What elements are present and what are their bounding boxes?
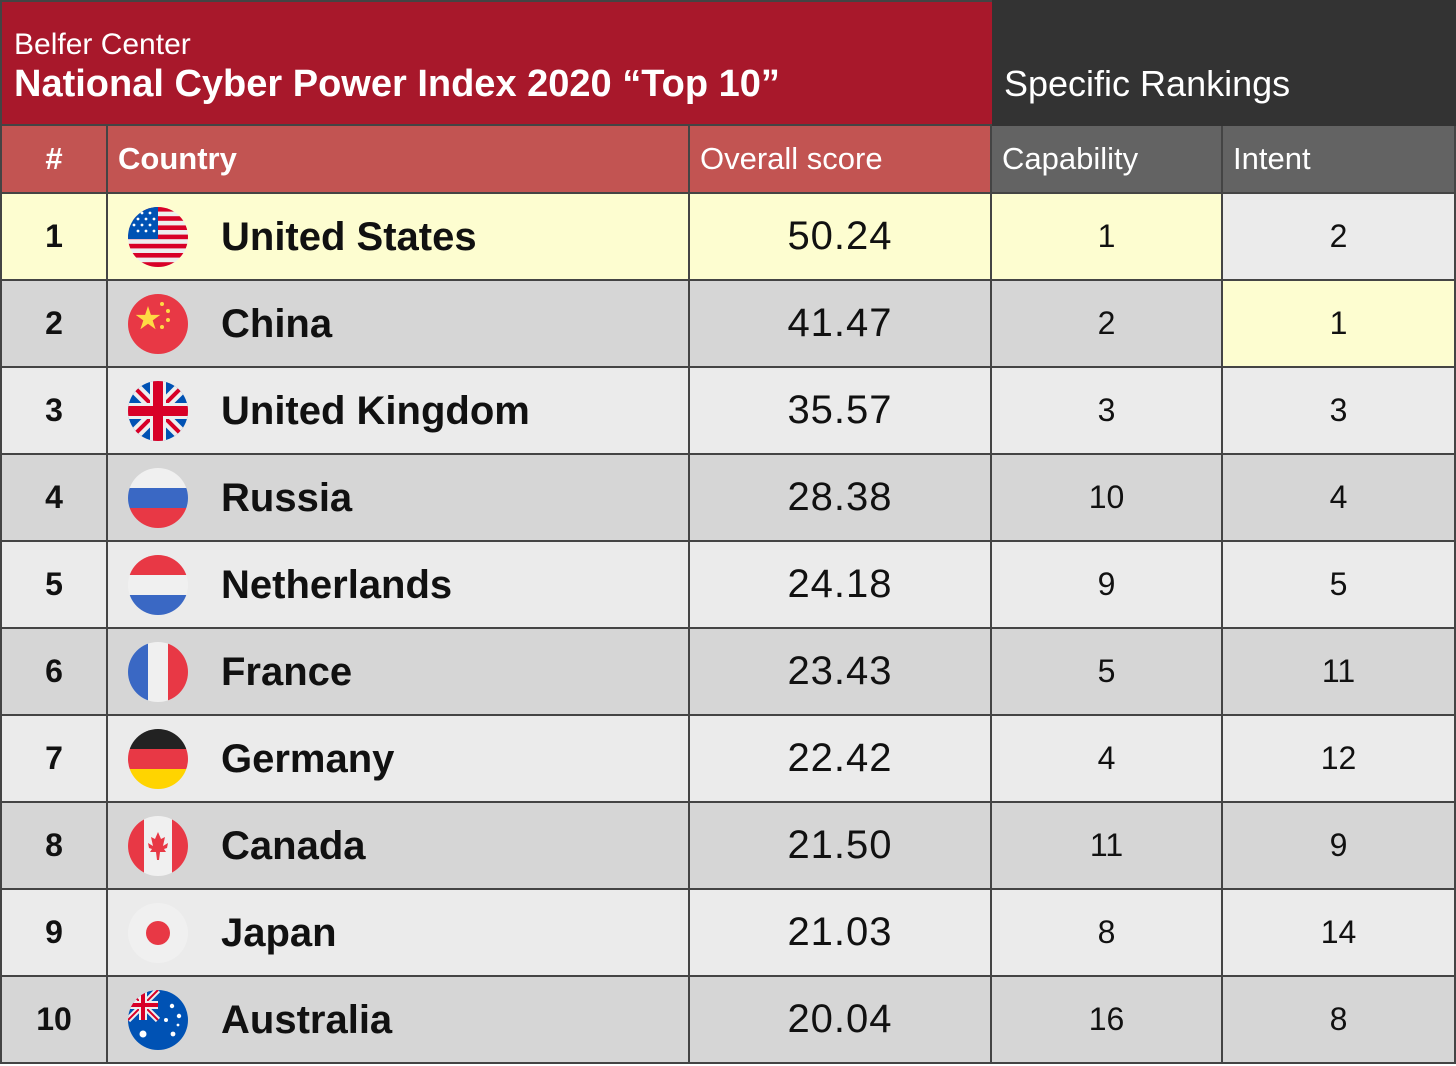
rank-cell: 5 (0, 542, 108, 629)
intent-cell: 12 (1223, 716, 1456, 803)
russia-flag-icon (128, 468, 188, 528)
capability-cell: 8 (992, 890, 1223, 977)
country-name: United Kingdom (221, 389, 530, 433)
rank-cell: 4 (0, 455, 108, 542)
table-row: 7 Germany 22.42 4 12 (0, 716, 1456, 803)
intent-cell: 4 (1223, 455, 1456, 542)
capability-cell: 1 (992, 194, 1223, 281)
uk-flag-icon (128, 381, 188, 441)
table-row: 1 United States 50.24 1 2 (0, 194, 1456, 281)
table-row: 4 Russia 28.38 10 4 (0, 455, 1456, 542)
header-rank: # (0, 126, 108, 194)
country-name: Russia (221, 476, 353, 520)
country-name: United States (221, 215, 477, 259)
germany-flag-icon (128, 729, 188, 789)
rank-cell: 3 (0, 368, 108, 455)
page-title: National Cyber Power Index 2020 “Top 10” (14, 63, 780, 105)
country-cell: Germany (108, 716, 690, 803)
capability-cell: 10 (992, 455, 1223, 542)
rank-cell: 2 (0, 281, 108, 368)
overall-score-cell: 21.03 (690, 890, 992, 977)
country-cell: Netherlands (108, 542, 690, 629)
capability-cell: 2 (992, 281, 1223, 368)
intent-cell: 11 (1223, 629, 1456, 716)
rank-cell: 7 (0, 716, 108, 803)
us-flag-icon (128, 207, 188, 267)
country-name: Japan (221, 911, 337, 955)
china-flag-icon (128, 294, 188, 354)
rank-cell: 10 (0, 977, 108, 1064)
overall-score-cell: 21.50 (690, 803, 992, 890)
title-banner: Belfer Center National Cyber Power Index… (0, 0, 992, 126)
rank-cell: 1 (0, 194, 108, 281)
country-cell: France (108, 629, 690, 716)
country-name: Germany (221, 737, 395, 781)
table-row: 10 Australia 20.04 16 8 (0, 977, 1456, 1064)
rank-cell: 6 (0, 629, 108, 716)
overall-score-cell: 22.42 (690, 716, 992, 803)
france-flag-icon (128, 642, 188, 702)
capability-cell: 5 (992, 629, 1223, 716)
capability-cell: 4 (992, 716, 1223, 803)
country-cell: United Kingdom (108, 368, 690, 455)
header-country: Country (108, 126, 690, 194)
capability-cell: 9 (992, 542, 1223, 629)
rank-cell: 9 (0, 890, 108, 977)
capability-cell: 3 (992, 368, 1223, 455)
table-row: 9 Japan 21.03 8 14 (0, 890, 1456, 977)
intent-cell: 9 (1223, 803, 1456, 890)
capability-cell: 11 (992, 803, 1223, 890)
table-row: 3 United Kingdom 35.57 3 3 (0, 368, 1456, 455)
country-cell: China (108, 281, 690, 368)
intent-cell: 1 (1223, 281, 1456, 368)
netherlands-flag-icon (128, 555, 188, 615)
overall-score-cell: 50.24 (690, 194, 992, 281)
country-cell: Australia (108, 977, 690, 1064)
country-name: China (221, 302, 333, 346)
intent-cell: 5 (1223, 542, 1456, 629)
country-name: Australia (221, 998, 393, 1042)
japan-flag-icon (128, 903, 188, 963)
banner-org: Belfer Center (14, 28, 191, 61)
header-overall-score: Overall score (690, 126, 992, 194)
specific-rankings-label: Specific Rankings (1004, 63, 1291, 104)
australia-flag-icon (128, 990, 188, 1050)
overall-score-cell: 35.57 (690, 368, 992, 455)
overall-score-cell: 23.43 (690, 629, 992, 716)
country-name: Netherlands (221, 563, 453, 607)
canada-flag-icon (128, 816, 188, 876)
header-capability: Capability (992, 126, 1223, 194)
table-row: 6 France 23.43 5 11 (0, 629, 1456, 716)
intent-cell: 2 (1223, 194, 1456, 281)
country-name: France (221, 650, 353, 694)
intent-cell: 14 (1223, 890, 1456, 977)
table-row: 8 Canada 21.50 11 9 (0, 803, 1456, 890)
specific-rankings-banner: Specific Rankings (992, 0, 1456, 126)
country-cell: Russia (108, 455, 690, 542)
overall-score-cell: 41.47 (690, 281, 992, 368)
capability-cell: 16 (992, 977, 1223, 1064)
intent-cell: 8 (1223, 977, 1456, 1064)
country-cell: Japan (108, 890, 690, 977)
overall-score-cell: 20.04 (690, 977, 992, 1064)
table-row: 5 Netherlands 24.18 9 5 (0, 542, 1456, 629)
rank-cell: 8 (0, 803, 108, 890)
header-intent: Intent (1223, 126, 1456, 194)
overall-score-cell: 28.38 (690, 455, 992, 542)
country-name: Canada (221, 824, 366, 868)
overall-score-cell: 24.18 (690, 542, 992, 629)
table-row: 2 China 41.47 2 1 (0, 281, 1456, 368)
intent-cell: 3 (1223, 368, 1456, 455)
country-cell: United States (108, 194, 690, 281)
country-cell: Canada (108, 803, 690, 890)
